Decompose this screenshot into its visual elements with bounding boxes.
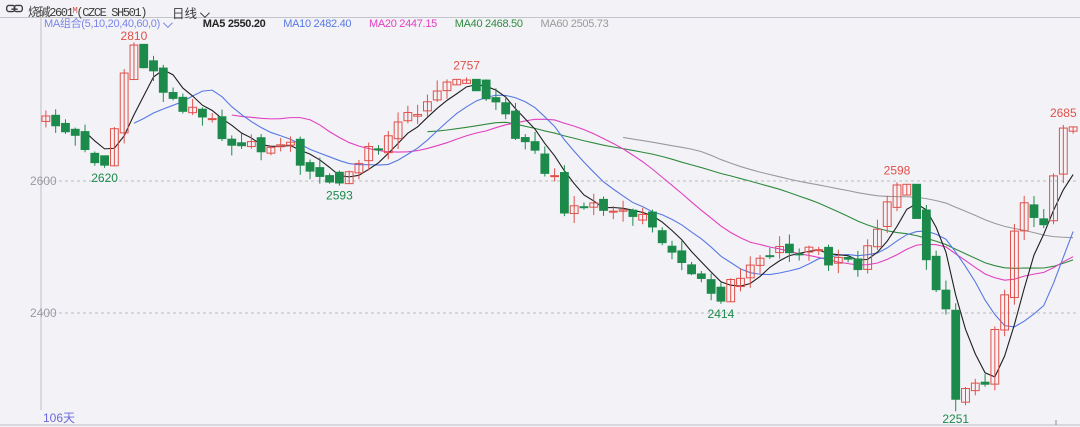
svg-text:2593: 2593: [326, 189, 353, 203]
svg-text:106天: 106天: [43, 411, 75, 425]
svg-text:2598: 2598: [884, 163, 911, 177]
svg-text:2810: 2810: [121, 29, 148, 43]
svg-text:2600: 2600: [30, 174, 57, 188]
svg-text:2685: 2685: [1050, 106, 1077, 120]
svg-text:2251: 2251: [942, 412, 969, 426]
svg-text:2757: 2757: [453, 58, 480, 72]
svg-text:2414: 2414: [708, 307, 735, 321]
svg-text:2620: 2620: [91, 171, 118, 185]
svg-text:2400: 2400: [30, 306, 57, 320]
